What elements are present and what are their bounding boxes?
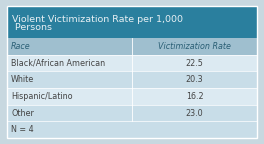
Text: N = 4: N = 4	[11, 125, 34, 134]
Bar	[7, 55, 257, 71]
Text: Persons: Persons	[12, 23, 52, 32]
Text: 20.3: 20.3	[186, 75, 203, 84]
Text: Race: Race	[11, 42, 31, 51]
Text: 16.2: 16.2	[186, 92, 203, 101]
Bar	[7, 105, 257, 121]
Text: Hispanic/Latino: Hispanic/Latino	[11, 92, 73, 101]
Bar	[7, 6, 257, 38]
Bar	[7, 121, 257, 138]
Text: Black/African American: Black/African American	[11, 58, 105, 68]
Text: Violent Victimization Rate per 1,000: Violent Victimization Rate per 1,000	[12, 15, 183, 23]
Text: Victimization Rate: Victimization Rate	[158, 42, 231, 51]
Text: 23.0: 23.0	[186, 108, 203, 118]
Text: 22.5: 22.5	[186, 58, 204, 68]
Bar	[7, 88, 257, 105]
Text: White: White	[11, 75, 34, 84]
Bar	[7, 71, 257, 88]
Bar	[7, 38, 257, 55]
Text: Other: Other	[11, 108, 34, 118]
